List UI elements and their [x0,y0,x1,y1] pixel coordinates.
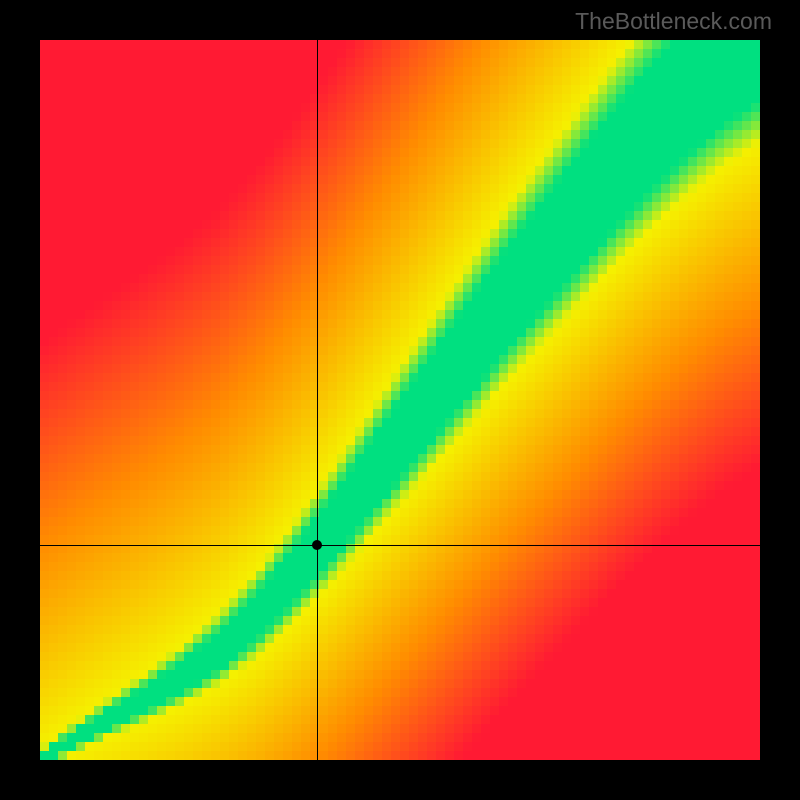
plot-area [40,40,760,760]
crosshair-marker [312,540,322,550]
heatmap-canvas [40,40,760,760]
crosshair-horizontal [40,545,760,546]
chart-container: TheBottleneck.com [0,0,800,800]
crosshair-vertical [317,40,318,760]
watermark-text: TheBottleneck.com [575,8,772,35]
